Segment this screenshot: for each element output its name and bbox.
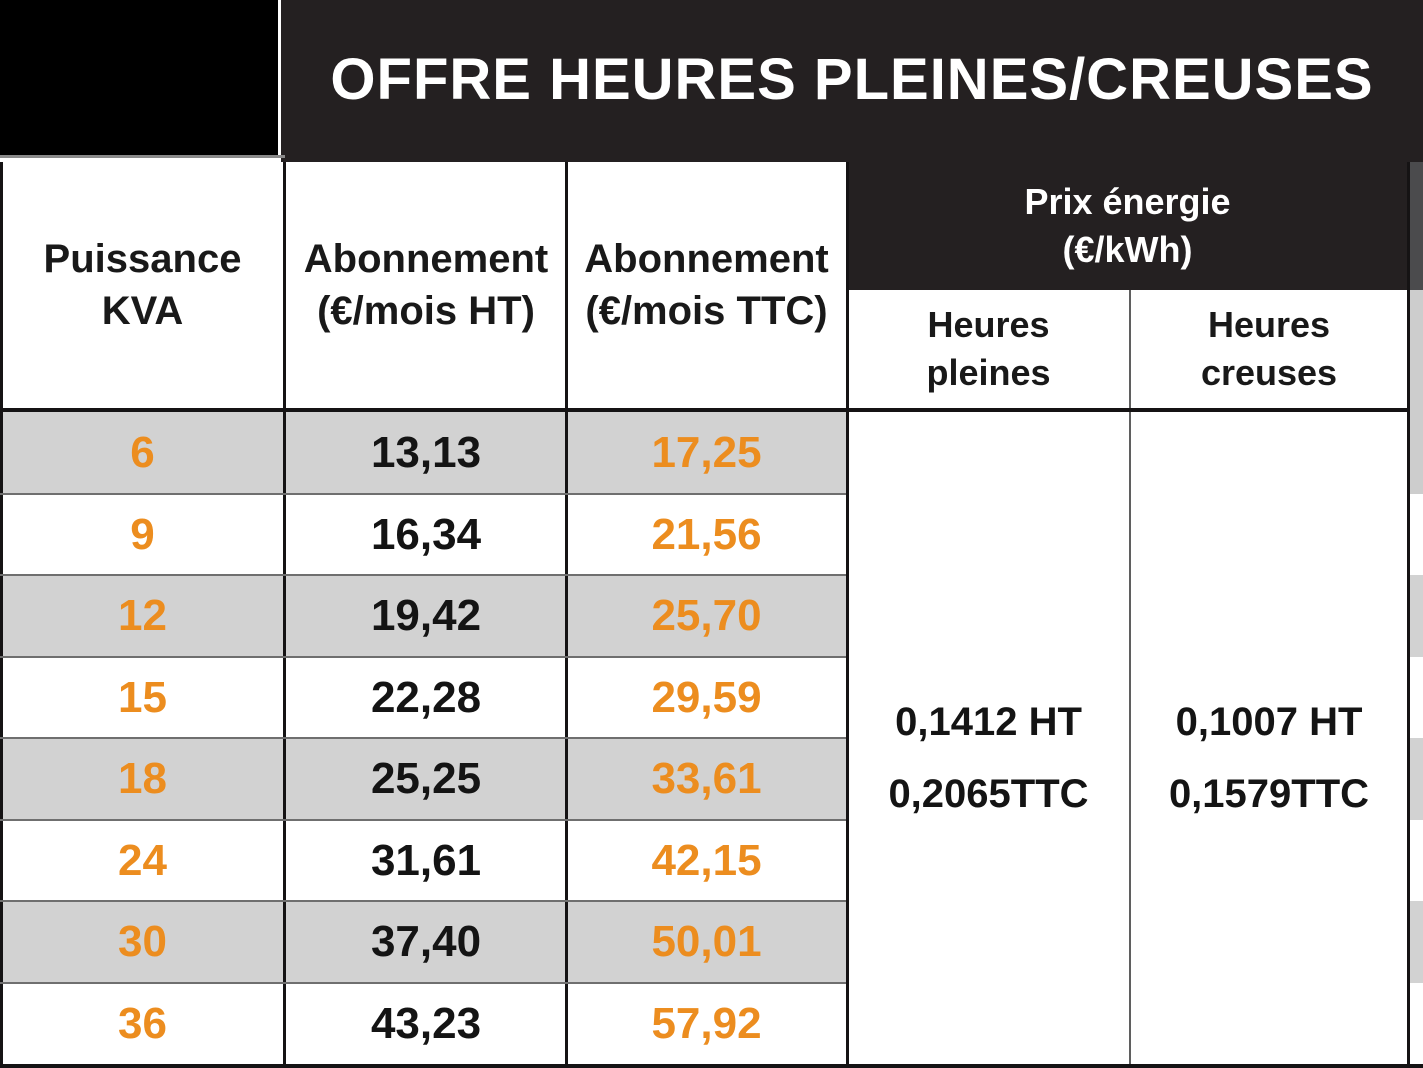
table-border-right: [1407, 162, 1410, 1064]
ttc-value: 57,92: [567, 983, 846, 1064]
divider-top: [0, 155, 285, 158]
prix-heures-creuses-cell: 0,1007 HT 0,1579TTC: [1131, 412, 1407, 1064]
logo-block: [0, 0, 278, 155]
edge-sliver: [1410, 290, 1423, 494]
edge-sliver: [1410, 901, 1423, 983]
col-header-heures-creuses-line1: Heures: [1207, 303, 1331, 345]
ht-value: 37,40: [285, 901, 567, 983]
table-border-left: [0, 162, 3, 1064]
col-header-abonnement-ttc: Abonnement (€/mois TTC): [567, 162, 846, 408]
kva-value: 9: [0, 494, 285, 575]
col-header-heures-creuses: Heures creuses: [1131, 290, 1407, 408]
ht-value: 13,13: [285, 412, 567, 494]
grid-line: [846, 162, 849, 1064]
kva-value: 15: [0, 657, 285, 738]
col-header-heures-pleines-line1: Heures: [927, 303, 1050, 345]
ht-value: 22,28: [285, 657, 567, 738]
edge-sliver: [1410, 657, 1423, 738]
ht-value: 19,42: [285, 575, 567, 657]
col-header-puissance: Puissance KVA: [0, 162, 285, 408]
title-banner: OFFRE HEURES PLEINES/CREUSES: [281, 0, 1423, 162]
kva-value: 18: [0, 738, 285, 820]
grid-line: [1129, 290, 1131, 1064]
col-header-prix-energie-line2: (€/kWh): [1062, 229, 1193, 270]
kva-value: 12: [0, 575, 285, 657]
row-line: [0, 493, 846, 495]
col-header-heures-pleines: Heures pleines: [849, 290, 1128, 408]
row-line: [0, 656, 846, 658]
col-header-puissance-line1: Puissance: [43, 237, 242, 281]
ttc-value: 50,01: [567, 901, 846, 983]
row-line: [0, 982, 846, 984]
edge-sliver: [1410, 820, 1423, 901]
prix-heures-pleines-cell: 0,1412 HT 0,2065TTC: [849, 412, 1128, 1064]
kva-value: 6: [0, 412, 285, 494]
kva-value: 30: [0, 901, 285, 983]
row-line: [0, 574, 846, 576]
col-header-puissance-line2: KVA: [101, 289, 184, 333]
table-border-bottom: [0, 1064, 1423, 1068]
ttc-value: 29,59: [567, 657, 846, 738]
ttc-value: 21,56: [567, 494, 846, 575]
edge-sliver: [1410, 575, 1423, 657]
kva-value: 24: [0, 820, 285, 901]
ht-value: 31,61: [285, 820, 567, 901]
row-line: [0, 737, 846, 739]
ht-value: 43,23: [285, 983, 567, 1064]
col-header-heures-creuses-line2: creuses: [1200, 352, 1338, 393]
edge-sliver: [1410, 983, 1423, 1064]
page-title: OFFRE HEURES PLEINES/CREUSES: [330, 46, 1374, 112]
header-separator: [0, 408, 1423, 412]
row-line: [0, 819, 846, 821]
prix-pleines-ttc: 0,2065TTC: [888, 772, 1089, 816]
edge-sliver: [1410, 494, 1423, 575]
row-line: [0, 900, 846, 902]
col-header-abonnement-ht: Abonnement (€/mois HT): [285, 162, 567, 408]
col-header-heures-pleines-line2: pleines: [926, 352, 1051, 393]
col-header-abonnement-ttc-line1: Abonnement: [584, 237, 829, 281]
ttc-value: 42,15: [567, 820, 846, 901]
edge-sliver: [1410, 162, 1423, 290]
col-header-prix-energie: Prix énergie (€/kWh): [846, 162, 1409, 290]
grid-line: [565, 162, 568, 1064]
ttc-value: 25,70: [567, 575, 846, 657]
prix-creuses-ttc: 0,1579TTC: [1168, 772, 1370, 816]
col-header-abonnement-ht-line2: (€/mois HT): [317, 289, 535, 333]
ttc-value: 17,25: [567, 412, 846, 494]
edge-sliver: [1410, 738, 1423, 820]
prix-creuses-ht: 0,1007 HT: [1175, 700, 1363, 744]
col-header-prix-energie-line1: Prix énergie: [1024, 181, 1231, 223]
prix-pleines-ht: 0,1412 HT: [895, 700, 1082, 744]
col-header-abonnement-ttc-line2: (€/mois TTC): [585, 289, 828, 333]
ttc-value: 33,61: [567, 738, 846, 820]
col-header-abonnement-ht-line1: Abonnement: [303, 237, 549, 281]
kva-value: 36: [0, 983, 285, 1064]
ht-value: 25,25: [285, 738, 567, 820]
ht-value: 16,34: [285, 494, 567, 575]
grid-line: [283, 162, 286, 1064]
